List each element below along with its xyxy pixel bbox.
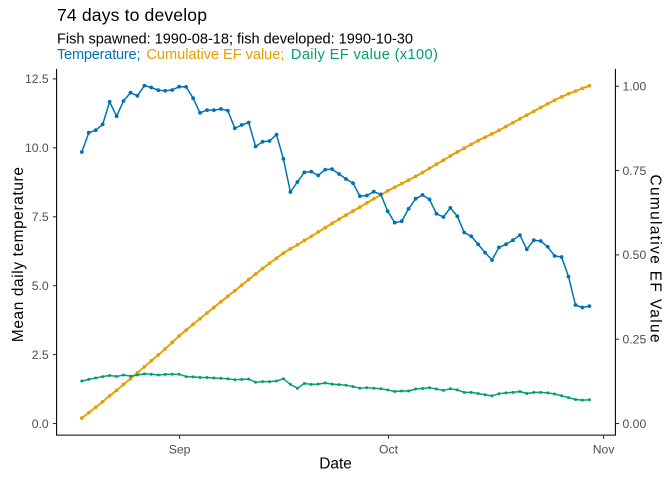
svg-text:Cumulative EF value;: Cumulative EF value; bbox=[146, 47, 284, 63]
svg-text:Daily EF value (x100): Daily EF value (x100) bbox=[291, 47, 438, 63]
svg-text:74 days to develop: 74 days to develop bbox=[57, 5, 207, 25]
svg-text:Oct: Oct bbox=[379, 442, 399, 456]
svg-text:2.5: 2.5 bbox=[32, 348, 49, 362]
svg-text:5.0: 5.0 bbox=[32, 279, 49, 293]
svg-text:0.00: 0.00 bbox=[623, 417, 647, 431]
svg-text:0.50: 0.50 bbox=[623, 248, 647, 262]
svg-text:1.00: 1.00 bbox=[623, 80, 647, 94]
svg-text:Cumulative EF Value: Cumulative EF Value bbox=[646, 175, 663, 343]
svg-text:0.25: 0.25 bbox=[623, 333, 647, 347]
svg-text:0.0: 0.0 bbox=[32, 417, 49, 431]
svg-text:10.0: 10.0 bbox=[25, 141, 49, 155]
svg-text:Date: Date bbox=[319, 456, 352, 473]
svg-text:Sep: Sep bbox=[169, 442, 191, 456]
svg-text:Temperature;: Temperature; bbox=[57, 47, 141, 63]
svg-text:7.5: 7.5 bbox=[32, 210, 49, 224]
svg-text:Mean daily temperature: Mean daily temperature bbox=[10, 167, 27, 342]
svg-text:12.5: 12.5 bbox=[25, 72, 49, 86]
svg-text:Nov: Nov bbox=[593, 442, 616, 456]
svg-text:Fish spawned: 1990-08-18; fish: Fish spawned: 1990-08-18; fish developed… bbox=[57, 31, 413, 47]
svg-text:0.75: 0.75 bbox=[623, 164, 647, 178]
